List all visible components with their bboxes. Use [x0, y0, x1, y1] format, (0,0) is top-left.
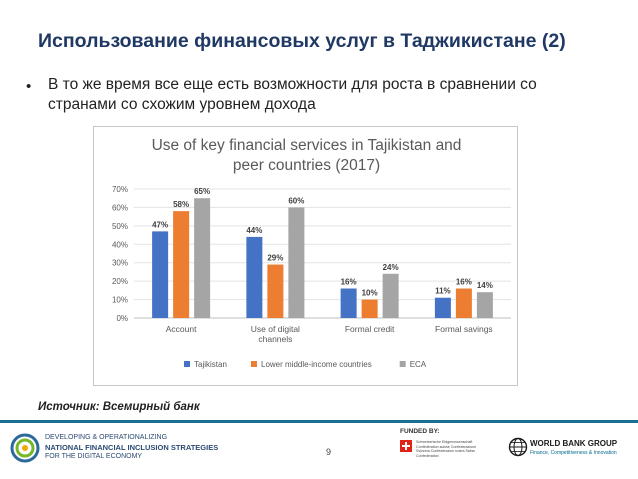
bar: [152, 231, 169, 318]
x-tick-label: Account: [166, 324, 197, 334]
funded-by-label: FUNDED BY:: [400, 428, 440, 435]
bar: [340, 288, 357, 318]
footer-program-text: DEVELOPING & OPERATIONALIZING NATIONAL F…: [45, 433, 218, 462]
y-tick-label: 40%: [112, 240, 128, 249]
footer-line-1: DEVELOPING & OPERATIONALIZING: [45, 434, 168, 441]
data-label: 44%: [246, 226, 262, 235]
bar: [288, 207, 305, 318]
y-tick-label: 10%: [112, 296, 128, 305]
data-label: 65%: [194, 187, 210, 196]
y-tick-label: 50%: [112, 222, 128, 231]
data-label: 11%: [435, 287, 451, 296]
bullet-text: В то же время все еще есть возможности д…: [48, 76, 537, 113]
slide-title: Использование финансовых услуг в Таджики…: [38, 30, 566, 52]
legend-swatch: [184, 361, 190, 367]
swiss-flag-icon: [400, 440, 412, 452]
y-tick-label: 0%: [116, 314, 128, 323]
source-note: Источник: Всемирный банк: [38, 401, 200, 413]
y-tick-label: 70%: [112, 185, 128, 194]
footer-line-3: FOR THE DIGITAL ECONOMY: [45, 453, 143, 460]
world-bank-subtitle: Finance, Competitiveness & Innovation: [530, 450, 617, 456]
chart-title-line-2: peer countries (2017): [233, 157, 380, 174]
data-label: 14%: [477, 281, 493, 290]
data-label: 47%: [152, 220, 168, 229]
data-label: 29%: [267, 254, 283, 263]
x-tick-label: Formal savings: [435, 324, 493, 334]
legend-swatch: [399, 361, 406, 367]
x-tick-label: Use of digital: [251, 324, 300, 334]
data-label: 10%: [362, 289, 378, 298]
bar: [173, 211, 190, 318]
world-bank-name: WORLD BANK GROUP: [530, 439, 618, 448]
bar: [382, 273, 399, 318]
x-tick-label: channels: [258, 334, 292, 344]
data-label: 16%: [456, 278, 472, 287]
bar: [267, 264, 284, 318]
page-number: 9: [326, 447, 332, 457]
bar: [455, 288, 472, 318]
data-label: 24%: [383, 263, 399, 272]
legend-label: Lower middle-income countries: [261, 360, 372, 369]
data-label: 16%: [341, 278, 357, 287]
legend-label: ECA: [410, 360, 427, 369]
bar: [434, 297, 451, 318]
y-tick-label: 30%: [112, 259, 128, 268]
bar-chart: Use of key financial services in Tajikis…: [112, 137, 511, 369]
bar: [361, 299, 378, 318]
data-label: 58%: [173, 200, 189, 209]
bar: [194, 198, 211, 318]
bar: [476, 292, 493, 318]
nfis-logo-icon: [10, 433, 40, 463]
bar: [246, 236, 263, 318]
footer-line-2: NATIONAL FINANCIAL INCLUSION STRATEGIES: [45, 442, 219, 452]
legend-label: Tajikistan: [194, 360, 227, 369]
world-bank-globe-icon: [508, 437, 528, 457]
footer-divider: [0, 420, 638, 423]
chart-container: Use of key financial services in Tajikis…: [93, 126, 518, 386]
y-tick-label: 60%: [112, 203, 128, 212]
chart-title-line-1: Use of key financial services in Tajikis…: [152, 137, 462, 154]
legend-swatch: [251, 361, 257, 367]
swiss-confederation-text: Schweizerische Eidgenossenschaft Confédé…: [416, 440, 477, 458]
bullet-marker: •: [26, 78, 32, 95]
y-tick-label: 20%: [112, 277, 128, 286]
data-label: 60%: [288, 196, 304, 205]
x-tick-label: Formal credit: [345, 324, 395, 334]
